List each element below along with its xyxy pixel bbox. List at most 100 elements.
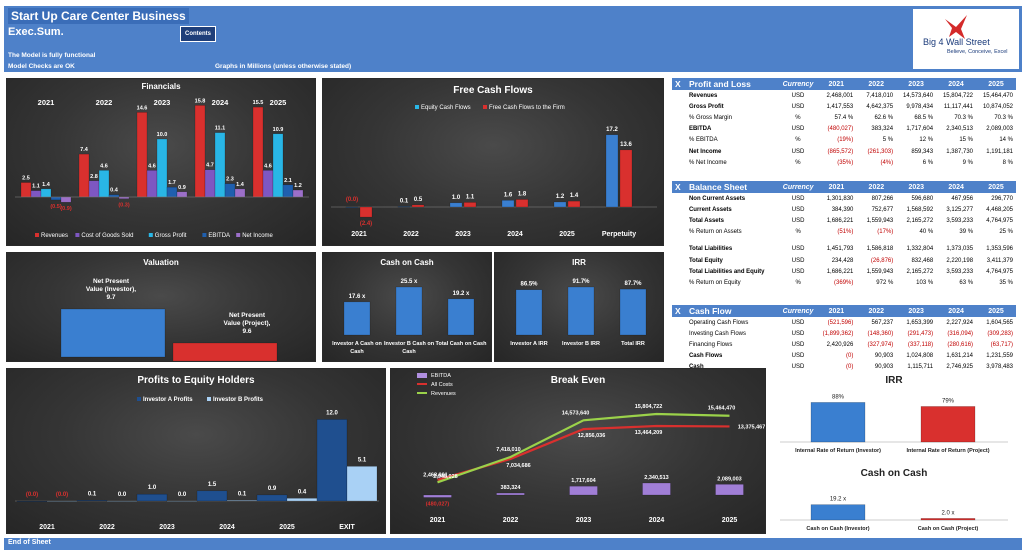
coc-top-data-label: 19.2 x [453, 291, 470, 297]
financials-data-label: 15.5 [253, 100, 264, 106]
footer-text: End of Sheet [8, 539, 51, 546]
year-header: 2024 [936, 305, 977, 317]
irr-bottom-title: IRR [885, 375, 903, 386]
row-value: 972 % [876, 279, 894, 286]
irr-top-data-label: 91.7% [572, 279, 590, 285]
npv-investor-label: Value (Investor), [86, 286, 136, 293]
row-value: 1,686,221 [826, 217, 854, 224]
profits-data-label: (0.0) [56, 492, 68, 498]
row-value: 1,353,596 [986, 246, 1013, 253]
table-row: Non Current Assets USD 1,301,830 807,266 596… [672, 193, 1016, 204]
financials-data-label: 1.1 [32, 184, 40, 190]
financials-data-label: 4.6 [148, 163, 156, 169]
row-value: 40 % [919, 229, 934, 236]
fcf-bar [515, 199, 529, 208]
row-value: 4,642,375 [866, 103, 894, 110]
table-row: Operating Cash Flows USD (521,596) 567,237 1… [672, 317, 1016, 328]
row-value: 1,191,181 [986, 148, 1013, 155]
row-label: % Gross Margin [688, 114, 732, 121]
row-label: Net Income [688, 148, 722, 155]
row-value: 14,573,640 [903, 92, 934, 99]
row-label: Total Liabilities and Equity [688, 268, 765, 275]
coc-top-bar [395, 286, 423, 336]
row-value: 4,764,975 [986, 268, 1013, 275]
row-value: (369%) [834, 279, 854, 286]
coc-bottom-title: Cash on Cash [860, 468, 928, 479]
financials-bar [252, 106, 264, 198]
fcf-category-label: 2022 [403, 231, 419, 238]
breakeven-revenues-label: 2,468,001 [423, 472, 447, 478]
table-row: Net Income USD (865,572) (261,303) 859,343 1,… [672, 146, 1016, 157]
legend-label: Investor A Profits [143, 397, 193, 403]
row-value: (261,303) [867, 148, 894, 155]
coc-top-category-label: Cash [350, 349, 364, 355]
year-header: 2024 [936, 181, 977, 193]
irr-bottom-panel: IRR 88% Internal Rate of Return (Investor… [772, 368, 1016, 464]
financials-year-label: 2022 [96, 98, 113, 107]
row-value: 35 % [999, 279, 1013, 286]
coc-top-panel: Cash on Cash 17.6 x Investor A Cash on Cas… [322, 252, 492, 362]
row-value: 39 % [959, 229, 974, 236]
row-value: 14 % [999, 137, 1013, 144]
row-value: 8 % [1002, 159, 1013, 166]
breakeven-ebitda-label: (480,027) [426, 501, 450, 507]
coc-top-data-label: 17.6 x [349, 294, 366, 300]
financials-bar [60, 196, 72, 203]
row-value: 15 % [959, 137, 973, 144]
financials-year-label: 2025 [270, 98, 287, 107]
row-value: 25 % [999, 229, 1013, 236]
financials-bar [30, 190, 42, 198]
coc-top-bar [343, 301, 371, 336]
row-value: 3,593,233 [946, 268, 974, 275]
fcf-data-label: (2.4) [360, 221, 372, 227]
row-value: 1,231,559 [986, 353, 1013, 360]
financials-bar [262, 170, 274, 198]
profits-bar [46, 500, 78, 502]
irr-top-category-label: Investor B IRR [562, 341, 600, 347]
row-value: 11,117,441 [943, 103, 973, 110]
financials-data-label: 1.4 [42, 182, 51, 188]
fcf-chart-panel: Free Cash Flows Equity Cash Flows Free Ca… [322, 78, 664, 246]
row-value: 1,631,214 [946, 353, 974, 360]
row-value: 1,586,818 [866, 246, 894, 253]
financials-data-label: (0.9) [60, 206, 71, 212]
profits-category-label: 2024 [219, 524, 235, 531]
fcf-bar [463, 202, 477, 208]
breakeven-category-label: 2023 [576, 517, 592, 524]
year-header: 2022 [856, 181, 897, 193]
row-currency: % [795, 159, 801, 166]
financials-bar [204, 169, 216, 198]
row-currency: % [795, 229, 801, 236]
row-value: (309,283) [987, 330, 1013, 337]
year-header: 2021 [816, 78, 857, 90]
legend-label: Gross Profit [155, 233, 187, 239]
row-value: 1,417,553 [826, 103, 854, 110]
profits-category-label: EXIT [339, 524, 355, 531]
financials-data-label: (0.5) [50, 204, 61, 210]
row-value: 4,468,205 [986, 206, 1013, 213]
npv-investor-value: 9.7 [106, 294, 115, 301]
table-row: Investing Cash Flows USD (1,899,362) (148,3… [672, 328, 1016, 339]
row-value: 596,680 [911, 195, 934, 202]
financials-data-label: 14.6 [137, 105, 148, 111]
legend-swatch [75, 233, 80, 237]
breakeven-costs-label: 7,034,686 [506, 463, 530, 469]
row-value: 1,115,711 [907, 364, 934, 371]
fcf-bar [449, 202, 463, 208]
row-value: 90,903 [874, 364, 894, 371]
row-label: % Return on Assets [688, 229, 742, 236]
row-value: 2,420,926 [826, 341, 854, 348]
breakeven-ebitda-bar [642, 482, 671, 496]
irr-top-chart: 86.5% Investor A IRR 91.7% Investor B IRR 87… [510, 279, 647, 347]
financials-data-label: 2.3 [226, 177, 234, 183]
profits-bar [286, 498, 318, 502]
contents-button[interactable]: Contents [180, 26, 216, 42]
footer-bar: End of Sheet [4, 538, 1022, 550]
row-value: 3,593,233 [946, 217, 974, 224]
fcf-data-label: 1.2 [556, 194, 565, 200]
valuation-panel: Valuation Net Present Value (Investor), 9.… [6, 252, 316, 362]
profits-bar [76, 500, 108, 502]
bar [810, 504, 866, 521]
row-value: 1,301,830 [826, 195, 854, 202]
